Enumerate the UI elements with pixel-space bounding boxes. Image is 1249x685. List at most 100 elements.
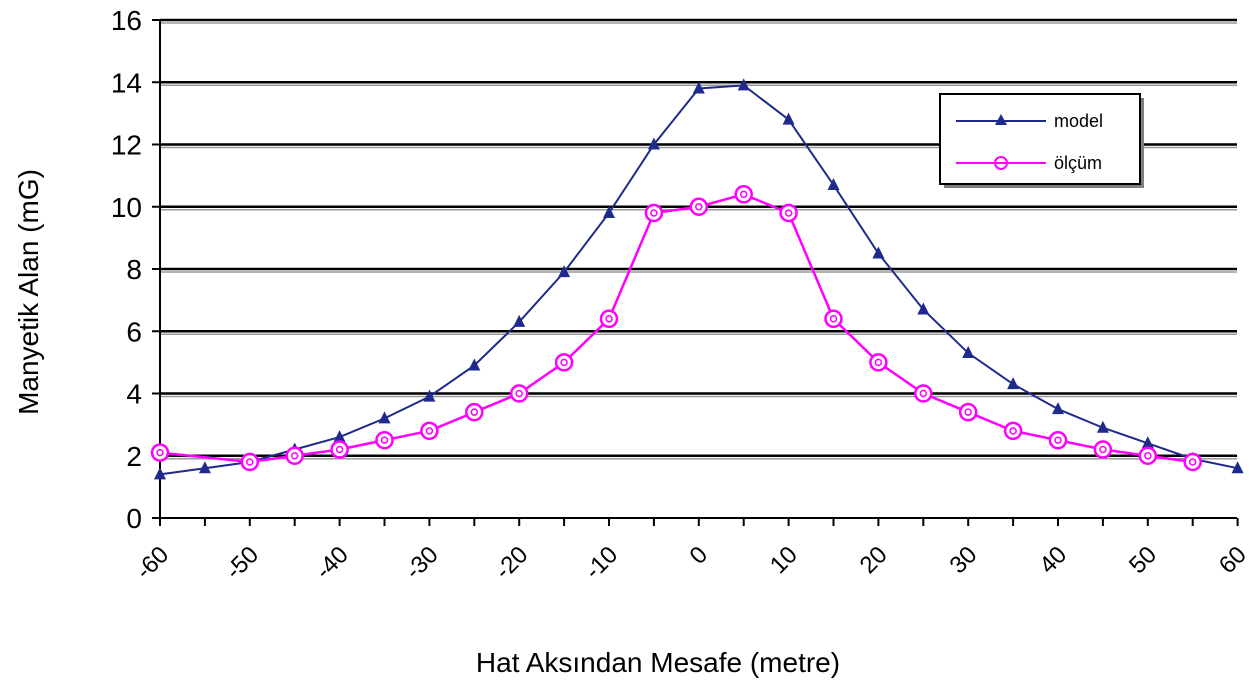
data-point-olcum [420,421,439,441]
y-tick-label: 2 [126,441,142,472]
data-point-olcum-inner [1144,452,1152,460]
data-point-olcum-inner [784,209,793,217]
data-point-olcum [554,353,574,372]
x-tick-label: 10 [765,541,803,579]
data-point-olcum [150,443,170,462]
data-point-olcum-inner [874,358,883,367]
data-point-olcum [465,402,484,422]
data-point-olcum-inner [1099,445,1107,454]
data-point-olcum-inner [515,389,523,398]
data-point-olcum [914,384,933,403]
data-point-olcum [330,440,349,459]
data-point-model [558,265,571,278]
data-point-olcum-inner [470,408,479,416]
data-point-olcum-inner [605,315,613,323]
x-tick-label: -50 [220,541,264,585]
y-axis-title: Manyetik Alan (mG) [13,169,44,415]
data-point-model [198,461,211,474]
data-point-olcum [1003,421,1023,441]
data-point-model [1231,461,1244,474]
data-point-olcum [240,452,260,472]
data-point-model [1141,436,1154,449]
data-point-olcum-inner [964,408,972,416]
legend-box [939,93,1141,185]
data-point-model [872,246,885,259]
data-point-olcum-inner [829,315,838,323]
data-point-olcum [958,402,978,422]
data-point-model [692,81,705,94]
data-point-model [154,467,166,480]
data-point-model [1096,420,1109,433]
data-point-olcum [599,309,619,329]
y-tick-labels: 0 2 4 6 8 10 12 14 16 [111,5,142,534]
data-point-model [378,411,391,424]
series-line-olcum [159,192,1193,464]
y-tick-label: 12 [111,130,142,161]
x-tick-label: -60 [131,541,175,585]
data-point-model [647,137,660,150]
data-point-olcum [375,430,394,450]
data-point-olcum [689,197,709,216]
data-point-model [782,112,795,125]
y-tick-label: 16 [111,5,142,36]
y-tick-label: 10 [111,192,142,223]
y-tick-label: 0 [126,503,142,534]
data-point-olcum [824,309,843,329]
data-point-model [468,358,481,371]
data-point-olcum-inner [1009,427,1017,435]
data-point-olcum-inner [739,190,748,199]
x-tick-label: 30 [944,541,982,579]
data-point-olcum [734,185,753,204]
data-point-olcum-inner [695,203,703,211]
axes [152,19,1239,526]
data-point-model [917,302,930,315]
data-point-olcum [644,203,664,223]
data-point-model [603,205,615,218]
x-tick-label: 60 [1214,541,1249,579]
data-point-olcum [869,353,888,372]
x-tick-label: -10 [580,541,624,585]
y-tick-label: 6 [126,316,142,347]
x-tick-labels: -60-50-40-30-20-10010203040506070 [131,541,1249,585]
data-point-olcum-inner [650,209,658,217]
x-axis-title: Hat Aksından Mesafe (metre) [476,647,840,678]
data-point-olcum-inner [1188,458,1197,466]
data-point-olcum [1138,446,1158,465]
data-point-model [827,177,840,190]
legend-label-olcum: ölçüm [1054,153,1102,173]
y-tick-label: 8 [126,254,142,285]
x-tick-label: 40 [1034,541,1072,579]
y-tick-label: 4 [126,379,142,410]
data-point-model [1007,377,1020,390]
x-tick-label: 20 [855,541,893,579]
y-tick-label: 14 [111,67,142,98]
data-point-olcum-inner [246,458,254,466]
data-point-olcum [1093,440,1113,459]
data-point-model [423,389,436,402]
data-point-olcum [509,384,529,403]
data-point-olcum-inner [380,436,389,444]
data-point-olcum [1183,452,1202,472]
x-tick-label: 0 [685,541,714,570]
data-point-olcum-inner [919,389,928,398]
data-point-model [737,78,750,91]
legend-marker-olcum [994,156,1008,170]
data-point-olcum-inner [1054,436,1062,444]
x-tick-label: -40 [310,541,354,585]
data-point-olcum [779,203,798,223]
legend-label-model: model [1054,111,1103,131]
data-point-olcum [285,446,304,465]
data-point-olcum-inner [560,358,568,367]
data-point-olcum-inner [425,427,434,435]
x-tick-label: -20 [490,541,534,585]
data-point-olcum-inner [290,452,299,460]
data-point-olcum [1048,430,1068,450]
data-point-model [1052,402,1064,415]
data-point-olcum-inner [335,445,344,454]
data-point-model [962,346,975,359]
data-point-model [513,314,526,327]
data-point-olcum-inner [156,448,164,457]
series-group [150,78,1244,480]
x-tick-label: 50 [1124,541,1162,579]
